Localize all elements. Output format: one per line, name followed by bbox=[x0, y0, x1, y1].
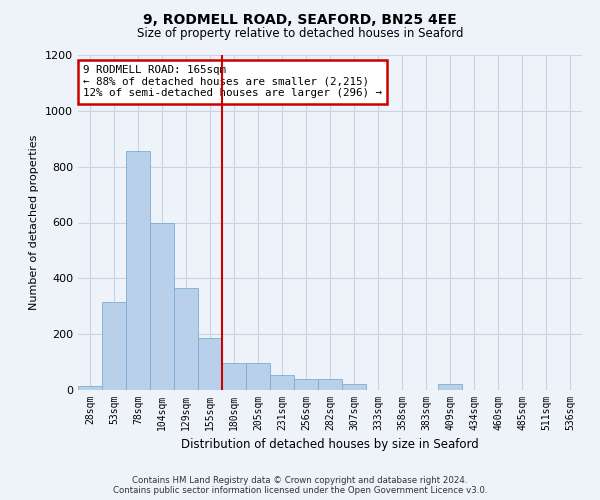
Bar bbox=[270, 374, 294, 390]
Bar bbox=[102, 302, 126, 390]
Bar bbox=[198, 338, 222, 390]
Bar bbox=[150, 222, 174, 390]
Bar bbox=[342, 384, 366, 390]
Text: Contains HM Land Registry data © Crown copyright and database right 2024.
Contai: Contains HM Land Registry data © Crown c… bbox=[113, 476, 487, 495]
X-axis label: Distribution of detached houses by size in Seaford: Distribution of detached houses by size … bbox=[181, 438, 479, 452]
Bar bbox=[246, 364, 270, 390]
Bar bbox=[174, 288, 198, 390]
Bar bbox=[438, 384, 462, 390]
Y-axis label: Number of detached properties: Number of detached properties bbox=[29, 135, 40, 310]
Bar bbox=[126, 152, 150, 390]
Bar bbox=[294, 379, 318, 390]
Text: 9, RODMELL ROAD, SEAFORD, BN25 4EE: 9, RODMELL ROAD, SEAFORD, BN25 4EE bbox=[143, 12, 457, 26]
Bar bbox=[318, 379, 342, 390]
Bar bbox=[78, 386, 102, 390]
Bar bbox=[222, 364, 246, 390]
Text: Size of property relative to detached houses in Seaford: Size of property relative to detached ho… bbox=[137, 28, 463, 40]
Text: 9 RODMELL ROAD: 165sqm
← 88% of detached houses are smaller (2,215)
12% of semi-: 9 RODMELL ROAD: 165sqm ← 88% of detached… bbox=[83, 65, 382, 98]
